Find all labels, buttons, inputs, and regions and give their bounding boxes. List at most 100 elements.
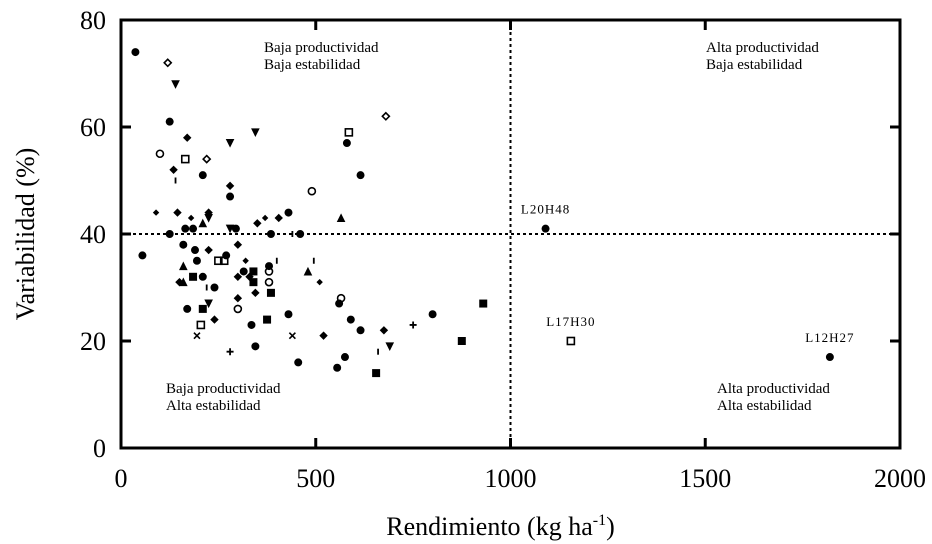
data-point: [340, 353, 349, 362]
data-point: [204, 245, 213, 255]
data-point: [356, 326, 365, 335]
data-point: [242, 257, 249, 264]
quadrant-label-bottom-right: Alta productividad: [717, 381, 830, 397]
data-point: [251, 288, 260, 298]
data-point: [226, 192, 235, 201]
data-point: [192, 256, 201, 265]
x-tick-label: 0: [115, 464, 128, 493]
data-point: [214, 256, 223, 266]
point-label: L12H27: [805, 330, 854, 345]
data-point: [196, 320, 206, 330]
data-point: [169, 165, 178, 175]
data-point: [181, 224, 190, 233]
point-label: L20H48: [521, 202, 570, 217]
data-point: [336, 213, 346, 222]
data-point: [171, 80, 180, 89]
data-point: [479, 299, 488, 308]
data-point: [385, 342, 395, 351]
tick-labels: 0 500 1000 1500 2000 0 20 40 60 80: [80, 6, 926, 493]
data-point: [225, 139, 235, 148]
x-axis-title: Rendimiento (kg ha-1): [386, 512, 615, 541]
quadrant-label-top-left: Baja productividad: [264, 40, 379, 56]
data-point: [225, 181, 235, 191]
data-point: [247, 320, 256, 329]
data-point: [261, 214, 269, 222]
labeled-data-point: [541, 224, 550, 233]
x-tick-label: 1000: [485, 464, 537, 493]
data-point: [264, 267, 274, 276]
data-point: [191, 246, 200, 255]
data-point: [198, 218, 208, 228]
data-point: [225, 224, 235, 234]
axis-ticks: [119, 18, 902, 450]
quadrant-label-top-right: Alta productividad: [706, 40, 819, 56]
data-point: [204, 299, 213, 309]
data-point: [381, 111, 391, 121]
data-point: [457, 337, 466, 345]
data-point: [189, 224, 198, 233]
data-point: [253, 219, 262, 228]
y-tick-label: 0: [93, 434, 106, 463]
labeled-data-point: [825, 353, 834, 362]
labeled-points: L20H48 L17H30 L12H27: [521, 202, 854, 362]
quadrant-label-top-right: Baja estabilidad: [706, 57, 803, 73]
data-point: [198, 304, 207, 313]
data-point: [152, 209, 160, 216]
y-tick-label: 40: [80, 220, 106, 249]
data-point: [180, 154, 190, 164]
data-point: [296, 230, 305, 238]
data-point: [183, 133, 192, 142]
data-point: [131, 48, 140, 57]
data-point: [233, 240, 243, 249]
data-point: [342, 139, 351, 148]
data-point: [183, 304, 192, 313]
point-label: L17H30: [546, 314, 595, 329]
data-point: [219, 256, 229, 266]
data-point: [198, 272, 207, 281]
data-point: [210, 315, 219, 324]
data-point: [263, 315, 272, 324]
labeled-data-point: [566, 336, 576, 346]
y-tick-label: 60: [80, 113, 106, 142]
data-point: [165, 117, 174, 126]
data-point: [274, 213, 283, 223]
quadrant-label-top-left: Baja estabilidad: [264, 57, 361, 73]
data-point: [249, 278, 258, 287]
x-tick-label: 2000: [874, 464, 926, 493]
data-point: [344, 128, 354, 137]
data-point: [372, 369, 381, 378]
data-point: [294, 358, 303, 367]
data-point: [179, 261, 188, 271]
x-axis-title-main: Rendimiento (kg ha: [386, 512, 593, 541]
quadrant-label-bottom-left: Alta estabilidad: [166, 398, 261, 414]
data-point: [307, 186, 317, 196]
data-point: [303, 266, 313, 276]
data-point: [163, 58, 173, 68]
data-point: [175, 277, 184, 287]
quadrant-label-bottom-left: Baja productividad: [166, 381, 281, 397]
data-point: [409, 321, 417, 329]
data-point: [335, 299, 344, 308]
data-points: [131, 48, 488, 378]
data-point: [251, 128, 260, 137]
y-tick-label: 80: [80, 6, 106, 35]
y-tick-label: 20: [80, 327, 106, 356]
data-point: [266, 288, 275, 297]
data-point: [284, 208, 293, 217]
data-point: [226, 348, 234, 356]
data-point: [288, 332, 296, 340]
data-point: [231, 224, 240, 233]
data-point: [193, 332, 201, 340]
data-point: [316, 278, 323, 286]
data-point: [264, 277, 274, 287]
x-axis-title-suffix: ): [606, 512, 615, 541]
data-point: [346, 315, 355, 324]
data-point: [198, 171, 207, 180]
y-axis-title: Variabilidad (%): [11, 148, 40, 321]
data-point: [202, 154, 212, 164]
data-point: [233, 304, 243, 314]
data-point: [333, 363, 342, 372]
quadrant-label-bottom-right: Alta estabilidad: [717, 398, 812, 414]
